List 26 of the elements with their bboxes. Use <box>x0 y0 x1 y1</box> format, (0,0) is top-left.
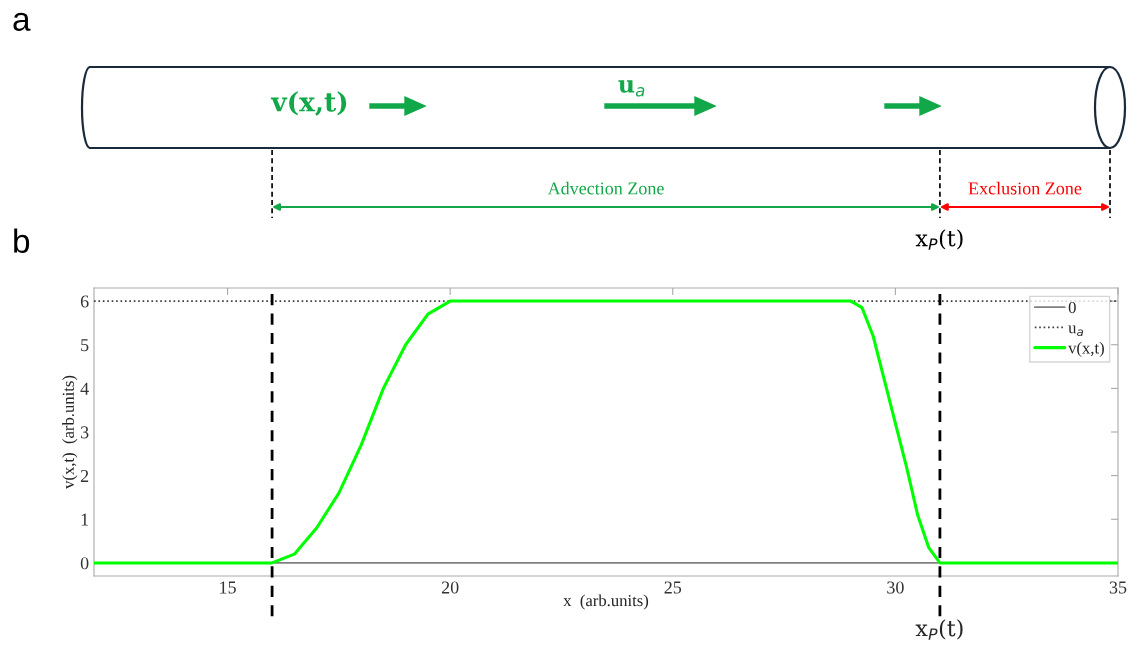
y-tick-label: 6 <box>80 295 89 308</box>
text: Advection Zone <box>547 181 664 195</box>
x-tick-label: 20 <box>441 581 459 594</box>
legend-label: u$_{a}$ <box>1068 325 1083 337</box>
x-tick-label: 35 <box>1109 581 1127 594</box>
y-tick-label: 4 <box>80 382 89 395</box>
text: u$_{a}$ <box>618 80 645 97</box>
text: b <box>14 228 30 253</box>
y-tick-label: 5 <box>81 339 89 352</box>
text: Exclusion Zone <box>968 181 1082 195</box>
x-tick-label: 30 <box>887 581 904 594</box>
x-axis-title: x (arb.units) <box>563 594 649 610</box>
legend-label: 0 <box>1068 301 1076 314</box>
line-series <box>94 299 1118 565</box>
x-tick-label: 15 <box>220 581 236 594</box>
x-tick-label: 25 <box>664 581 682 594</box>
ref-line-label: x$_{P}$(t) <box>915 619 963 640</box>
text: x$_{P}$(t) <box>915 229 963 250</box>
y-tick-label: 2 <box>80 469 89 482</box>
text: a <box>13 12 31 31</box>
y-axis-title: v(x,t) (arb.units) <box>62 375 78 489</box>
y-tick-label: 1 <box>81 513 89 526</box>
y-tick-label: 3 <box>80 426 89 439</box>
y-tick-label: 0 <box>80 557 89 570</box>
legend-label: v(x,t) <box>1068 341 1104 357</box>
text: v(x,t) <box>270 91 347 116</box>
